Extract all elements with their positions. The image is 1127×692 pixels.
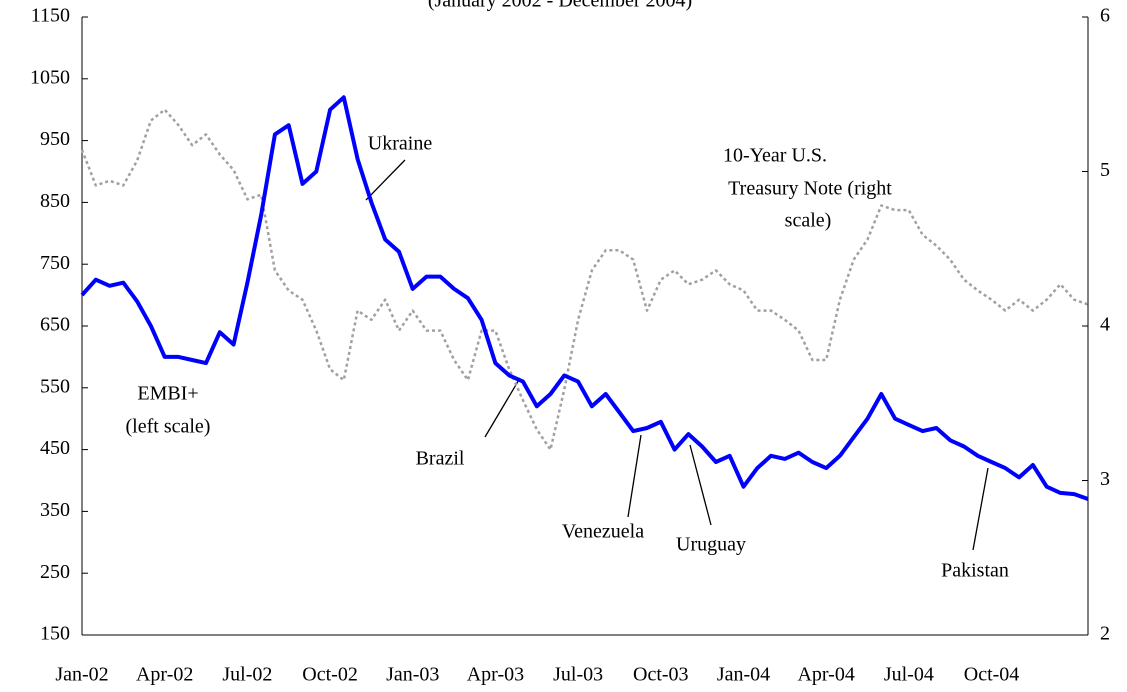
- y2-tick-label: 5: [1100, 159, 1110, 181]
- x-tick-label: Oct-03: [633, 664, 689, 686]
- y-tick-label: 650: [40, 314, 70, 336]
- y-tick-label: 250: [40, 561, 70, 583]
- series-line: [80, 108, 1089, 451]
- annotation: scale): [785, 210, 832, 232]
- y-tick-label: 850: [40, 190, 70, 212]
- annotation: Treasury Note (right: [728, 178, 892, 200]
- x-tick-label: Oct-04: [964, 664, 1020, 686]
- x-tick-label: Jan-04: [717, 664, 770, 686]
- annotation: EMBI+: [137, 383, 198, 405]
- x-tick-label: Jul-04: [884, 664, 934, 686]
- x-tick-label: Jul-02: [222, 664, 272, 686]
- x-tick-label: Jan-03: [386, 664, 439, 686]
- annotation: Ukraine: [368, 133, 433, 155]
- annotation: 10-Year U.S.: [723, 145, 827, 167]
- y-tick-label: 450: [40, 437, 70, 459]
- callout: [627, 434, 642, 518]
- x-tick-label: Apr-02: [136, 664, 193, 686]
- y-tick-label: 1050: [30, 66, 70, 88]
- chart-subtitle: (January 2002 - December 2004): [428, 0, 692, 12]
- annotation: Pakistan: [941, 560, 1009, 582]
- y-tick-label: 550: [40, 375, 70, 397]
- x-tick-label: Apr-03: [467, 664, 524, 686]
- x-tick-label: Jan-02: [55, 664, 108, 686]
- y-tick-label: 1150: [31, 5, 70, 27]
- y2-tick-label: 2: [1100, 623, 1110, 645]
- y2-tick-label: 3: [1100, 468, 1110, 490]
- series-line: [80, 95, 1089, 501]
- annotation: Venezuela: [562, 521, 644, 543]
- annotation: (left scale): [126, 416, 211, 438]
- y-tick-label: 750: [40, 252, 70, 274]
- y-tick-label: 150: [40, 623, 70, 645]
- annotation: Brazil: [416, 448, 465, 470]
- x-tick-label: Oct-02: [302, 664, 358, 686]
- y2-tick-label: 4: [1100, 314, 1110, 336]
- y-tick-label: 950: [40, 128, 70, 150]
- callout: [484, 377, 521, 438]
- x-tick-label: Jul-03: [553, 664, 603, 686]
- callout: [365, 159, 406, 201]
- y-tick-label: 350: [40, 499, 70, 521]
- y2-tick-label: 6: [1100, 5, 1110, 27]
- callout: [972, 467, 989, 551]
- callout: [689, 444, 712, 526]
- x-tick-label: Apr-04: [797, 664, 854, 686]
- annotation: Uruguay: [676, 534, 746, 556]
